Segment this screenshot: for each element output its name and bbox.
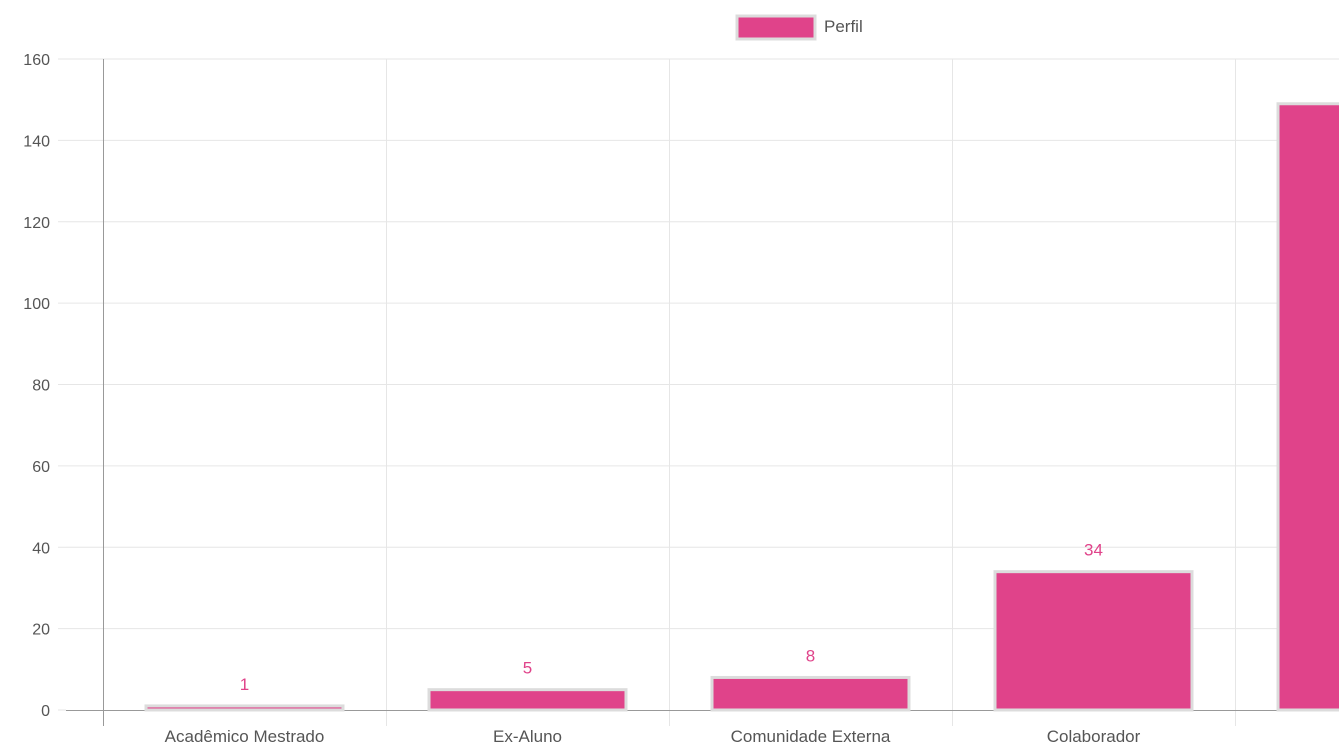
data-label: 5 <box>523 659 532 678</box>
y-tick-label: 120 <box>23 215 50 232</box>
y-tick-label: 60 <box>32 459 50 476</box>
data-label: 8 <box>806 646 815 665</box>
bar <box>993 570 1194 712</box>
legend-label[interactable]: Perfil <box>824 17 863 36</box>
data-labels: 1 5 8 34 <box>240 541 1103 694</box>
x-tick-label: Acadêmico Mestrado <box>165 727 325 746</box>
bar <box>144 704 345 712</box>
bar <box>710 675 911 712</box>
data-label: 1 <box>240 675 249 694</box>
x-tick-label: Ex-Aluno <box>493 727 562 746</box>
bar <box>427 688 628 712</box>
tick-labels: 0 20 40 60 80 100 120 140 160 Acadêmico Mestrado E… <box>23 52 1141 746</box>
grid-lines <box>58 58 1339 726</box>
x-tick-label: Comunidade Externa <box>731 727 891 746</box>
y-tick-label: 40 <box>32 540 50 557</box>
data-label: 34 <box>1084 541 1103 560</box>
bar <box>1276 102 1339 712</box>
y-tick-label: 160 <box>23 52 50 69</box>
y-tick-label: 0 <box>41 703 50 720</box>
y-tick-label: 20 <box>32 622 50 639</box>
x-tick-label: Colaborador <box>1047 727 1141 746</box>
bars <box>144 102 1339 712</box>
y-tick-label: 140 <box>23 133 50 150</box>
legend[interactable]: Perfil <box>735 14 863 41</box>
y-tick-label: 80 <box>32 378 50 395</box>
legend-swatch[interactable] <box>735 14 817 41</box>
y-tick-label: 100 <box>23 296 50 313</box>
